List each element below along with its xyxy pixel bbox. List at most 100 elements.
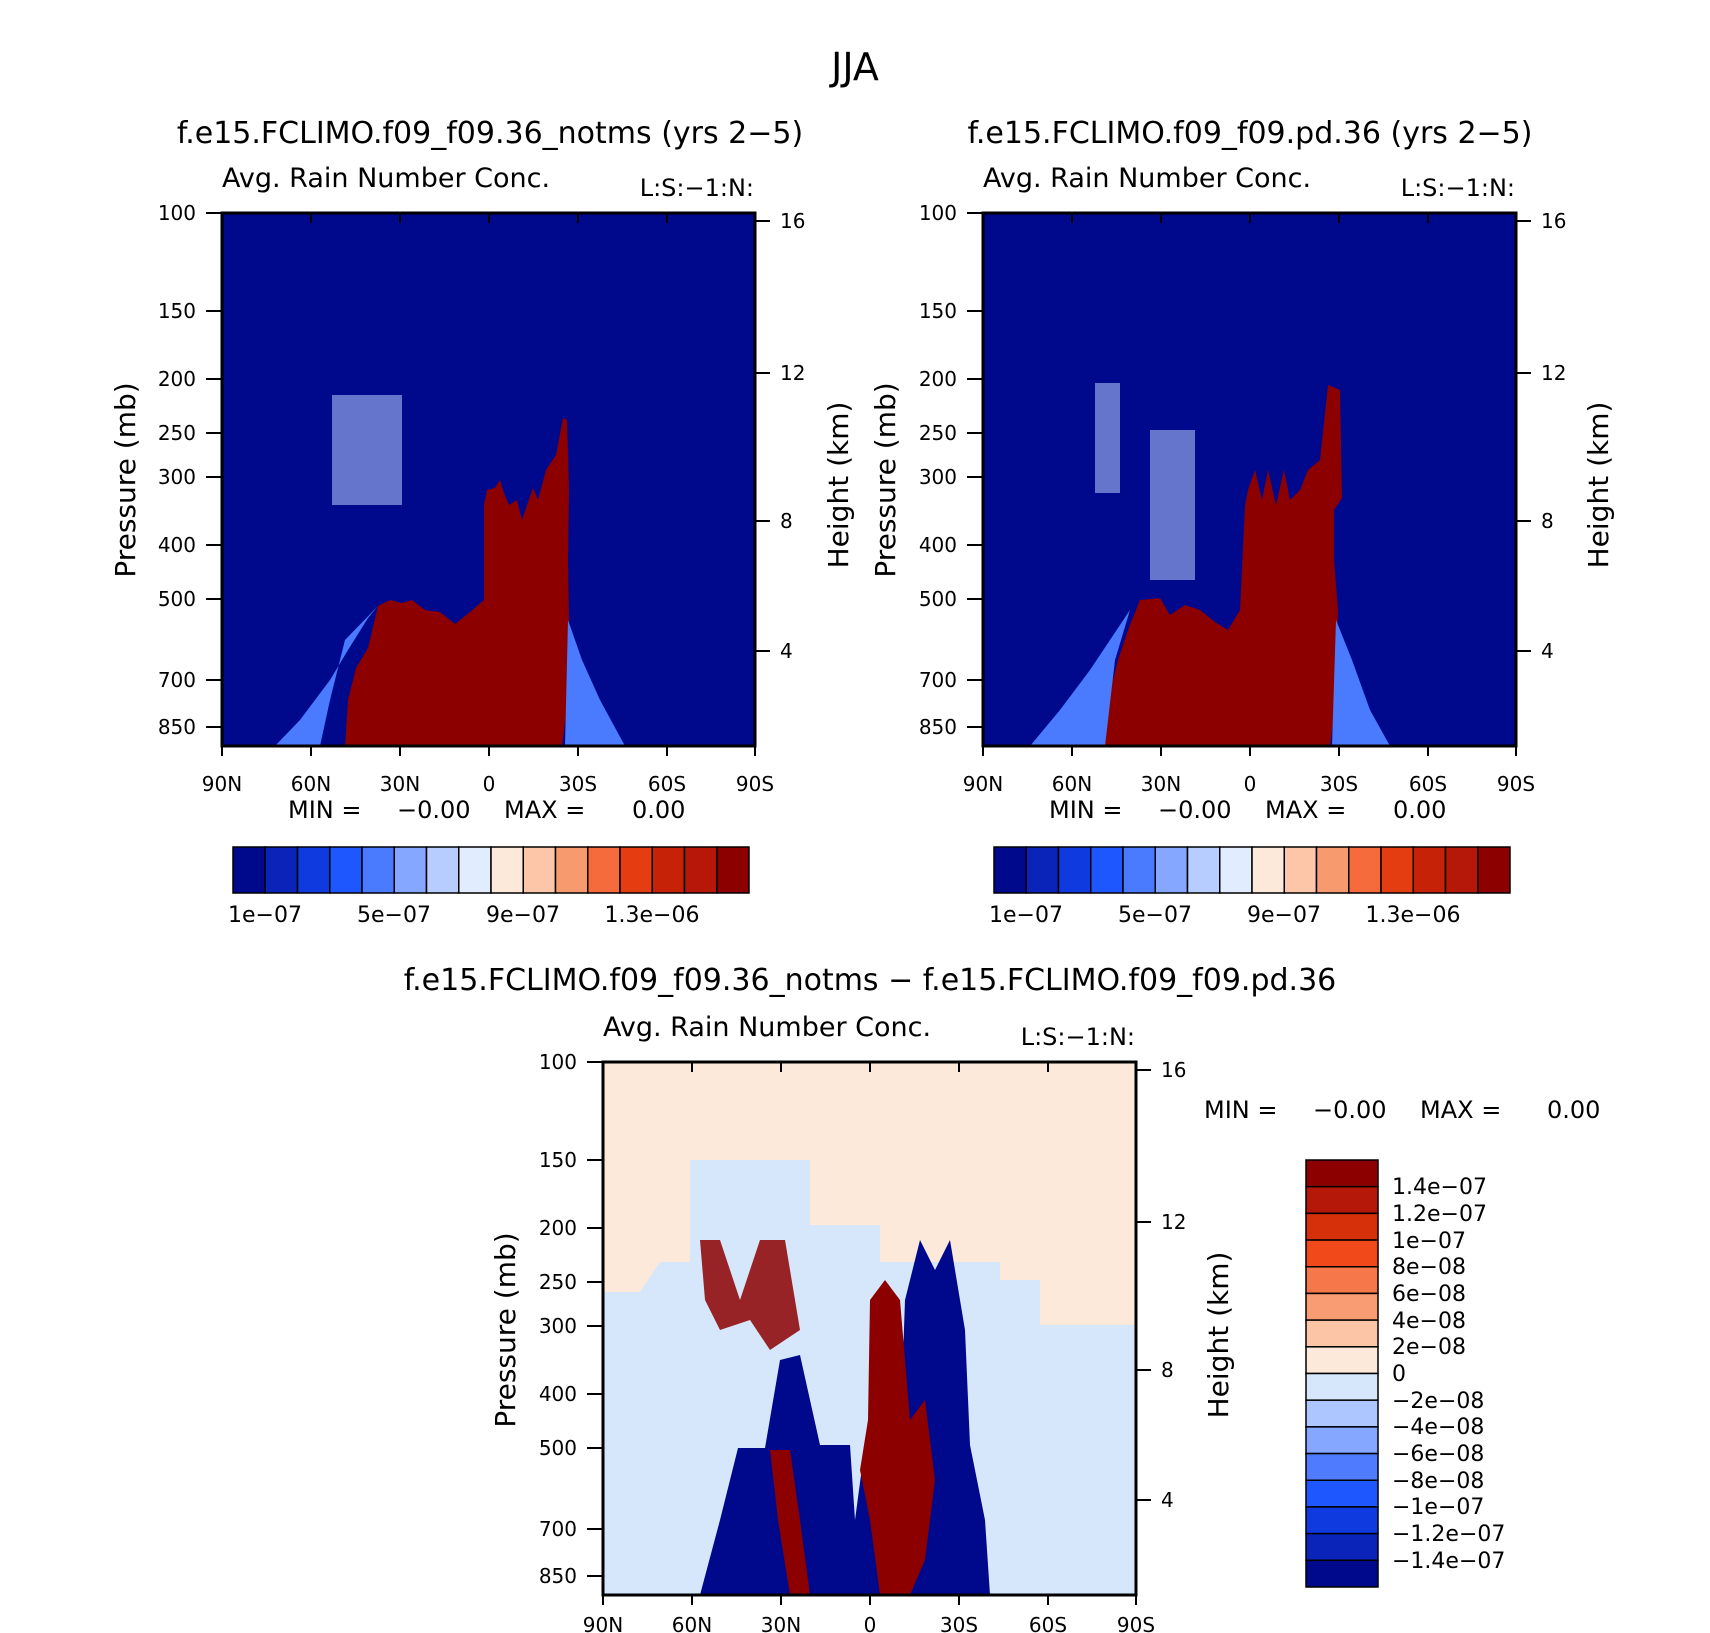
y-tick-label: 850 [539, 1564, 577, 1588]
y-tick-label: 700 [158, 668, 196, 692]
x-tick-label: 30S [1320, 772, 1358, 796]
panel-pd: f.e15.FCLIMO.f09_f09.pd.36 (yrs 2−5) Avg… [869, 116, 1615, 928]
y-tick-marks-right [1516, 220, 1531, 652]
min-value: −0.00 [1313, 1096, 1387, 1124]
colorbar-label: −6e−08 [1392, 1442, 1484, 1467]
y-tick-label: 150 [919, 299, 957, 323]
colorbar-swatch [1348, 846, 1382, 894]
y-tick-label: 150 [539, 1148, 577, 1172]
colorbar-swatch [1305, 1266, 1379, 1295]
max-label: MAX = [1265, 796, 1346, 824]
x-tick-label: 30S [940, 1613, 978, 1633]
x-axis-ticks: 90N 60N 30N 0 30S 60S 90S [583, 1062, 1155, 1633]
case-title: f.e15.FCLIMO.f09_f09.pd.36 (yrs 2−5) [968, 116, 1533, 151]
colorbar-label: 1.2e−07 [1392, 1202, 1487, 1227]
y-axis-label: Pressure (mb) [489, 1232, 522, 1427]
min-label: MIN = [1049, 796, 1122, 824]
colorbar-swatch [716, 846, 750, 894]
y-tick-label-right: 4 [780, 639, 793, 663]
colorbar-label: 1.3e−06 [1366, 903, 1461, 928]
colorbar-label: 5e−07 [357, 903, 431, 928]
colorbar-label: −4e−08 [1392, 1415, 1484, 1440]
colorbar-swatch [1305, 1559, 1379, 1588]
x-tick-label: 60N [291, 772, 331, 796]
min-label: MIN = [288, 796, 361, 824]
colorbar-swatch [554, 846, 589, 894]
x-tick-label: 60N [672, 1613, 712, 1633]
colorbar: 1.4e−07 1.2e−07 1e−07 8e−08 6e−08 4e−08 … [1305, 1159, 1505, 1588]
colorbar-swatch [264, 846, 299, 894]
y-tick-marks-right [1136, 1069, 1151, 1501]
colorbar-swatch [1444, 846, 1479, 894]
y-tick-label: 100 [158, 201, 196, 225]
y-tick-label: 100 [539, 1050, 577, 1074]
x-tick-label: 0 [483, 772, 496, 796]
colorbar-swatch [1380, 846, 1414, 894]
y-tick-label-right: 4 [1541, 639, 1554, 663]
colorbar-label: 1e−07 [1392, 1229, 1466, 1254]
stats-line: MIN = −0.00 MAX = 0.00 [1204, 1096, 1600, 1124]
x-axis-ticks: 90N 60N 30N 0 30S 60S 90S [202, 213, 774, 796]
max-label: MAX = [1420, 1096, 1501, 1124]
colorbar-swatch [683, 846, 718, 894]
y-tick-label-right: 8 [780, 509, 793, 533]
case-title: f.e15.FCLIMO.f09_f09.36_notms − f.e15.FC… [404, 963, 1337, 998]
colorbar-swatch [232, 846, 266, 894]
stats-line: MIN = −0.00 MAX = 0.00 [288, 796, 685, 824]
colorbar-swatch [1305, 1159, 1379, 1188]
colorbar-swatch [1025, 846, 1060, 894]
colorbar-label: 9e−07 [486, 903, 560, 928]
y-tick-label: 400 [158, 533, 196, 557]
y-tick-label: 300 [158, 465, 196, 489]
rain-low-shell-right [565, 620, 625, 746]
colorbar-swatch [1090, 846, 1124, 894]
upper-cloud-patch [1150, 430, 1195, 580]
y-tick-label: 200 [539, 1216, 577, 1240]
strong-positive-region [860, 1280, 935, 1595]
y-tick-label-right: 16 [1161, 1058, 1186, 1082]
y-tick-label: 250 [539, 1270, 577, 1294]
y-tick-marks [587, 1061, 603, 1577]
y-tick-label-right: 4 [1161, 1488, 1174, 1512]
colorbar-swatch [1305, 1452, 1379, 1481]
y-tick-label: 850 [158, 715, 196, 739]
y-tick-label: 300 [539, 1314, 577, 1338]
y-tick-label: 250 [919, 421, 957, 445]
upper-cloud-patch [1095, 383, 1120, 493]
x-tick-label: 60S [1029, 1613, 1067, 1633]
strong-positive-region [770, 1450, 810, 1595]
x-tick-label: 90S [1117, 1613, 1155, 1633]
y-tick-label: 400 [919, 533, 957, 557]
subtitle-right: L:S:−1:N: [1021, 1023, 1135, 1051]
plot-area [601, 1060, 1138, 1597]
colorbar-swatch [1315, 846, 1350, 894]
y-tick-label: 300 [919, 465, 957, 489]
x-tick-label: 0 [1244, 772, 1257, 796]
colorbar: 1e−07 5e−07 9e−07 1.3e−06 [989, 846, 1511, 928]
x-tick-label: 30S [559, 772, 597, 796]
colorbar-swatch [1122, 846, 1156, 894]
x-tick-label: 90S [1497, 772, 1535, 796]
y-tick-label: 500 [539, 1436, 577, 1460]
colorbar-label: −1e−07 [1392, 1495, 1484, 1520]
rain-low-shell [1030, 610, 1130, 746]
x-axis-ticks: 90N 60N 30N 0 30S 60S 90S [963, 213, 1535, 796]
x-tick-marks [602, 1062, 1137, 1605]
colorbar-swatch [651, 846, 686, 894]
x-tick-label: 60S [648, 772, 686, 796]
colorbar-swatch [1305, 1426, 1379, 1455]
colorbar-label: 5e−07 [1118, 903, 1192, 928]
colorbar-label: 0 [1392, 1362, 1406, 1387]
colorbar-swatch [587, 846, 621, 894]
x-tick-marks [982, 213, 1517, 756]
y-tick-label-right: 12 [1161, 1210, 1186, 1234]
colorbar-label: 1.3e−06 [605, 903, 700, 928]
upper-dipole-region [700, 1240, 800, 1350]
max-value: 0.00 [1547, 1096, 1600, 1124]
y-tick-label-right: 8 [1161, 1358, 1174, 1382]
colorbar-label: 4e−08 [1392, 1309, 1466, 1334]
colorbar-swatch [1305, 1185, 1379, 1215]
plot-area [981, 211, 1518, 748]
colorbar-label: 1.4e−07 [1392, 1175, 1487, 1200]
y-axis-ticks: 100 150 200 250 300 400 500 700 850 16 1… [919, 201, 1567, 739]
